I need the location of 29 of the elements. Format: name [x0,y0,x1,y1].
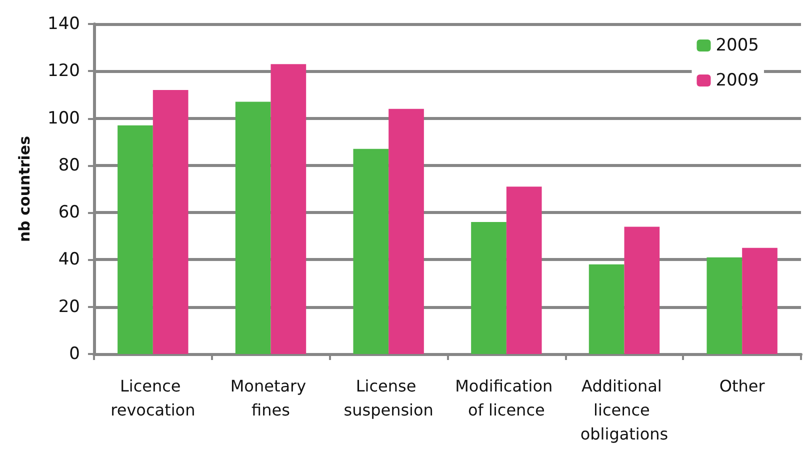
bar [118,125,153,354]
bar [706,257,742,354]
y-tick-label: 120 [48,61,80,82]
y-tick-label: 40 [58,250,80,270]
bar [152,90,188,354]
x-tick-label: Other [719,376,766,396]
x-tick-label: Licence revocation [110,376,196,420]
bar [471,222,506,354]
bar [742,248,778,354]
bar [270,64,306,354]
y-tick-label: 20 [58,296,80,317]
bar [235,102,271,354]
x-tick-label: License suspension [344,376,434,420]
legend-label: 2009 [716,70,759,90]
y-axis-title: nb countries [16,136,34,242]
x-tick-label: Monetary fines [230,376,312,420]
bar [506,186,542,354]
x-tick-label: Modification of licence [455,376,558,420]
bar [588,264,624,354]
x-tick-label: Additional licence obligations [580,376,668,444]
y-tick-label: 0 [69,344,80,364]
bar [388,108,424,354]
y-tick-label: 100 [48,108,80,128]
bar [624,226,660,354]
y-tick-label: 140 [48,14,80,34]
y-tick-label: 80 [58,155,80,176]
y-tick-label: 60 [58,202,80,223]
legend-label: 2005 [716,36,759,56]
bar [353,148,389,354]
